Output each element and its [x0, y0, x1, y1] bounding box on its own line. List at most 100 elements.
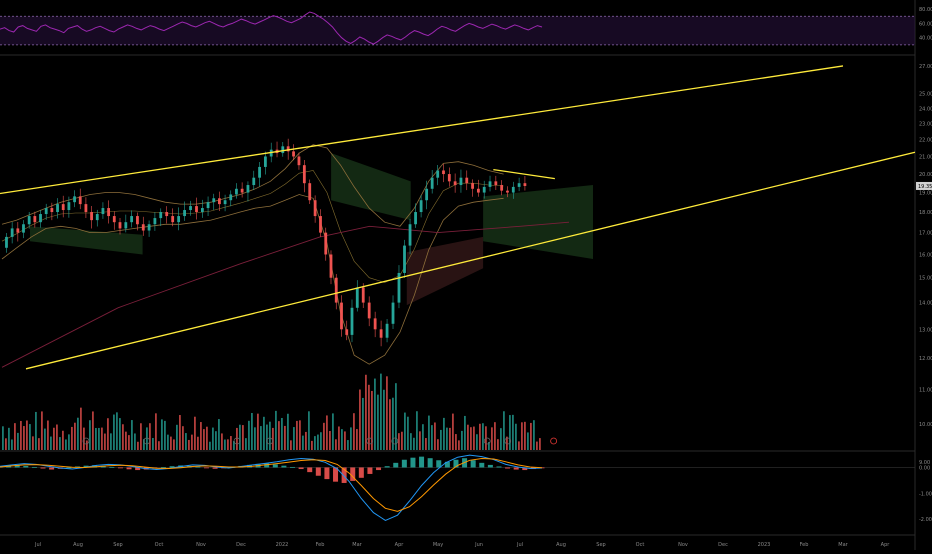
macd-histogram-bar	[135, 467, 141, 471]
candle-body	[147, 224, 151, 231]
volume-bar	[179, 415, 181, 450]
candle-body	[494, 181, 498, 186]
macd-histogram-bar	[66, 467, 72, 469]
volume-bar	[479, 423, 481, 450]
x-tick-label: 2022	[276, 542, 289, 548]
candle-body	[308, 183, 312, 201]
volume-bar	[29, 424, 31, 450]
candle-body	[95, 214, 99, 221]
macd-histogram-bar	[350, 467, 356, 481]
macd-histogram-bar	[505, 467, 511, 469]
candle-body	[195, 206, 198, 213]
x-tick-label: Aug	[556, 542, 566, 548]
candle-body	[159, 212, 163, 219]
price-tick-label: 27.00	[919, 64, 932, 70]
volume-bar	[506, 436, 508, 450]
macd-histogram-bar	[358, 467, 364, 478]
volume-bar	[20, 420, 22, 450]
volume-bar	[68, 434, 70, 450]
candle-body	[319, 216, 322, 233]
candle-body	[107, 208, 111, 217]
candle-body	[361, 287, 365, 303]
macd-histogram-bar	[109, 466, 115, 468]
candle-body	[367, 302, 371, 319]
volume-bar	[440, 429, 442, 450]
macd-histogram-bar	[393, 462, 399, 468]
volume-bar	[134, 433, 136, 450]
volume-bar	[347, 440, 349, 450]
candle-body	[189, 206, 192, 211]
x-tick-label: Apr	[395, 542, 405, 548]
volume-bar	[407, 416, 409, 450]
candle-body	[523, 183, 527, 186]
candle-body	[235, 188, 238, 195]
candle-body	[465, 177, 469, 184]
price-tick-label: 24.00	[919, 106, 932, 112]
volume-bar	[110, 433, 112, 450]
volume-bar	[236, 427, 238, 450]
macd-line	[0, 454, 543, 521]
volume-bar	[362, 397, 364, 450]
volume-bar	[98, 427, 100, 450]
candle-body	[124, 222, 128, 229]
volume-bar	[269, 421, 271, 450]
macd-histogram-bar	[169, 466, 175, 468]
moving-average-slow	[1, 221, 570, 368]
candle-body	[442, 170, 445, 175]
volume-bar	[392, 397, 394, 450]
candle-body	[447, 174, 451, 182]
volume-bar	[356, 429, 358, 450]
price-tick-label: 9.00	[919, 460, 930, 466]
volume-bar	[176, 424, 178, 450]
candle-body	[482, 186, 486, 193]
volume-bar	[470, 427, 472, 450]
volume-bar	[503, 411, 505, 450]
candle-body	[403, 245, 406, 273]
volume-bar	[293, 427, 295, 450]
volume-bar	[2, 426, 4, 450]
candle-body	[252, 177, 256, 186]
volume-bar	[416, 411, 418, 450]
volume-bar	[14, 423, 16, 450]
volume-bar	[89, 420, 91, 450]
macd-histogram-bar	[264, 463, 270, 468]
volume-bar	[278, 421, 280, 450]
event-marker	[483, 437, 491, 445]
volume-bar	[224, 439, 226, 450]
x-tick-label: May	[433, 542, 443, 548]
volume-bar	[11, 439, 13, 450]
last-price-label: 19.35	[918, 184, 932, 190]
volume-bar	[50, 436, 52, 450]
candle-body	[50, 208, 54, 213]
event-marker	[233, 437, 241, 445]
volume-bar	[263, 416, 265, 450]
volume-bar	[446, 427, 448, 450]
volume-bar	[152, 437, 154, 450]
volume-bar	[41, 411, 43, 450]
volume-bar	[434, 422, 436, 450]
macd-histogram-bar	[384, 466, 390, 468]
volume-bar	[251, 412, 253, 450]
candle-body	[414, 212, 417, 225]
volume-bar	[389, 399, 391, 450]
candle-body	[471, 183, 474, 189]
volume-bar	[350, 427, 352, 450]
volume-bar	[182, 426, 184, 450]
volume-bar	[209, 441, 211, 450]
candle-body	[141, 224, 145, 231]
volume-bar	[62, 430, 64, 450]
macd-histogram-bar	[212, 467, 218, 469]
last-price-tag	[916, 181, 932, 190]
volume-bar	[35, 411, 37, 450]
volume-bar	[461, 430, 463, 450]
candle-body	[10, 228, 14, 237]
volume-bar	[509, 415, 511, 450]
volume-bar	[95, 427, 97, 450]
volume-bar	[221, 433, 223, 450]
volume-bar	[77, 417, 79, 450]
ichimoku-cloud	[406, 236, 484, 306]
volume-bar	[185, 433, 187, 450]
volume-bar	[71, 426, 73, 450]
